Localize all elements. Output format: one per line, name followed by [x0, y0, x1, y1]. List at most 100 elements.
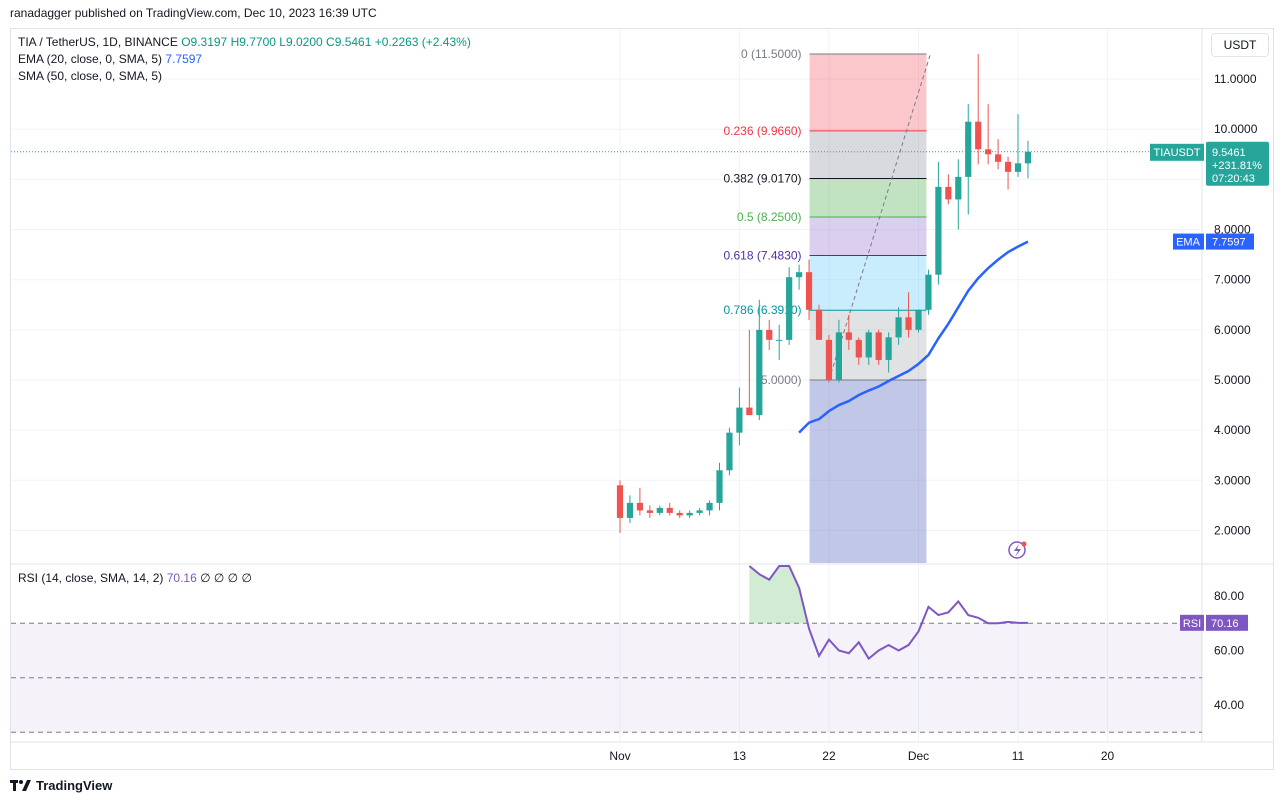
price-tick-label: 10.0000	[1214, 122, 1258, 136]
candle-body	[786, 277, 793, 340]
candle-body	[815, 309, 823, 340]
candle-body	[686, 512, 693, 516]
candle-body	[1024, 151, 1032, 164]
candle	[805, 259, 813, 320]
candle-body	[875, 332, 882, 360]
candle-body	[835, 332, 842, 380]
price-tag-pct: +231.81%	[1212, 160, 1262, 172]
candle-body	[855, 339, 862, 358]
ema-line	[798, 240, 1029, 434]
candle	[776, 324, 783, 360]
candle-body	[1014, 163, 1022, 172]
candle-body	[756, 329, 763, 416]
candle	[666, 502, 673, 516]
candle-body	[666, 507, 673, 513]
candle	[1024, 140, 1032, 179]
tradingview-footer[interactable]: TradingView	[10, 778, 112, 793]
rsi-legend-label: RSI (14, close, SMA, 14, 2)	[18, 571, 164, 585]
candle	[905, 292, 912, 338]
fib-band	[809, 217, 927, 256]
rsi-tag-value: 70.16	[1211, 618, 1239, 630]
ohlc-legend: TIA / TetherUS, 1D, BINANCE O9.3197 H9.7…	[18, 34, 471, 51]
symbol-label: TIA / TetherUS, 1D, BINANCE	[18, 35, 178, 49]
price-tick-label: 11.0000	[1214, 72, 1257, 86]
time-tick-label: Dec	[908, 749, 929, 763]
price-tag-bg	[1206, 141, 1269, 186]
price-tick-label: 7.0000	[1214, 273, 1251, 287]
symbol-tag-bg	[1150, 143, 1204, 161]
low-value: L9.0200	[279, 35, 323, 49]
candle	[895, 307, 902, 345]
candle	[636, 487, 643, 516]
candle-body	[656, 507, 663, 513]
candle-body	[716, 470, 723, 503]
fib-level-label: 0.382 (9.0170)	[723, 172, 801, 186]
price-tick-label: 6.0000	[1214, 323, 1251, 337]
rsi-tick-label: 40.00	[1214, 698, 1244, 712]
candle	[925, 269, 932, 315]
chart-frame	[10, 28, 1274, 770]
price-tick-label: 5.0000	[1214, 373, 1251, 387]
sma-legend[interactable]: SMA (50, close, 0, SMA, 5)	[18, 68, 162, 85]
candle	[626, 495, 634, 523]
ema-legend[interactable]: EMA (20, close, 0, SMA, 5) 7.7597	[18, 51, 202, 68]
candle	[786, 267, 793, 345]
candle	[945, 174, 952, 205]
price-tick-label: 2.0000	[1214, 523, 1251, 537]
candle	[855, 337, 862, 365]
ema-tag-value: 7.7597	[1212, 237, 1246, 249]
rsi-tag-label-bg	[1180, 614, 1204, 631]
candle-body	[985, 149, 992, 155]
candle	[985, 104, 992, 165]
open-value: O9.3197	[181, 35, 228, 49]
candle-body	[636, 502, 643, 511]
fib-level-label: 0.618 (7.4830)	[723, 248, 801, 262]
rsi-tag-label: RSI	[1183, 618, 1201, 630]
rsi-tick-label: 60.00	[1214, 644, 1244, 658]
candle-body	[646, 510, 653, 513]
candle	[865, 329, 872, 365]
candle-body	[706, 502, 713, 511]
candle-body	[736, 407, 743, 433]
fib-level-label: 0 (11.5000)	[741, 47, 802, 61]
currency-button[interactable]: USDT	[1211, 33, 1269, 57]
candle	[736, 387, 743, 446]
ema-tag-label: EMA	[1176, 237, 1201, 249]
candle	[766, 319, 773, 350]
symbol-tag-text: TIAUSDT	[1153, 147, 1200, 159]
ema-tag-value-bg	[1206, 233, 1254, 250]
candle	[646, 505, 653, 518]
candle	[1004, 156, 1012, 190]
lightning-icon[interactable]	[1008, 541, 1027, 559]
fib-band	[809, 130, 927, 179]
candle-body	[935, 186, 942, 275]
candle	[875, 329, 882, 365]
time-tick-label: Nov	[609, 749, 630, 763]
candle-body	[865, 332, 872, 358]
candle	[845, 314, 852, 350]
rsi-tick-label: 80.00	[1214, 589, 1244, 603]
fib-level-label: (5.0000)	[757, 373, 802, 387]
candle-body	[1004, 161, 1012, 172]
close-value: C9.5461	[326, 35, 372, 49]
rsi-overbought-fill	[749, 566, 808, 624]
ema-legend-label: EMA (20, close, 0, SMA, 5)	[18, 52, 163, 66]
candle-body	[796, 272, 803, 278]
candle	[935, 161, 942, 285]
candle-body	[805, 272, 813, 310]
price-tag-value: 9.5461	[1212, 147, 1246, 159]
candle-body	[616, 485, 624, 518]
ema-tag-label-bg	[1173, 233, 1204, 250]
candle	[995, 139, 1002, 170]
price-tick-label: 3.0000	[1214, 473, 1251, 487]
candle-body	[955, 176, 962, 200]
candle	[676, 510, 683, 518]
candle-body	[925, 274, 932, 310]
rsi-legend[interactable]: RSI (14, close, SMA, 14, 2) 70.16 ∅ ∅ ∅ …	[18, 570, 252, 587]
tradingview-logo-icon	[10, 779, 31, 791]
price-tick-label: 4.0000	[1214, 423, 1251, 437]
candle-body	[766, 329, 773, 340]
fib-band	[809, 54, 927, 131]
candle	[746, 329, 753, 416]
